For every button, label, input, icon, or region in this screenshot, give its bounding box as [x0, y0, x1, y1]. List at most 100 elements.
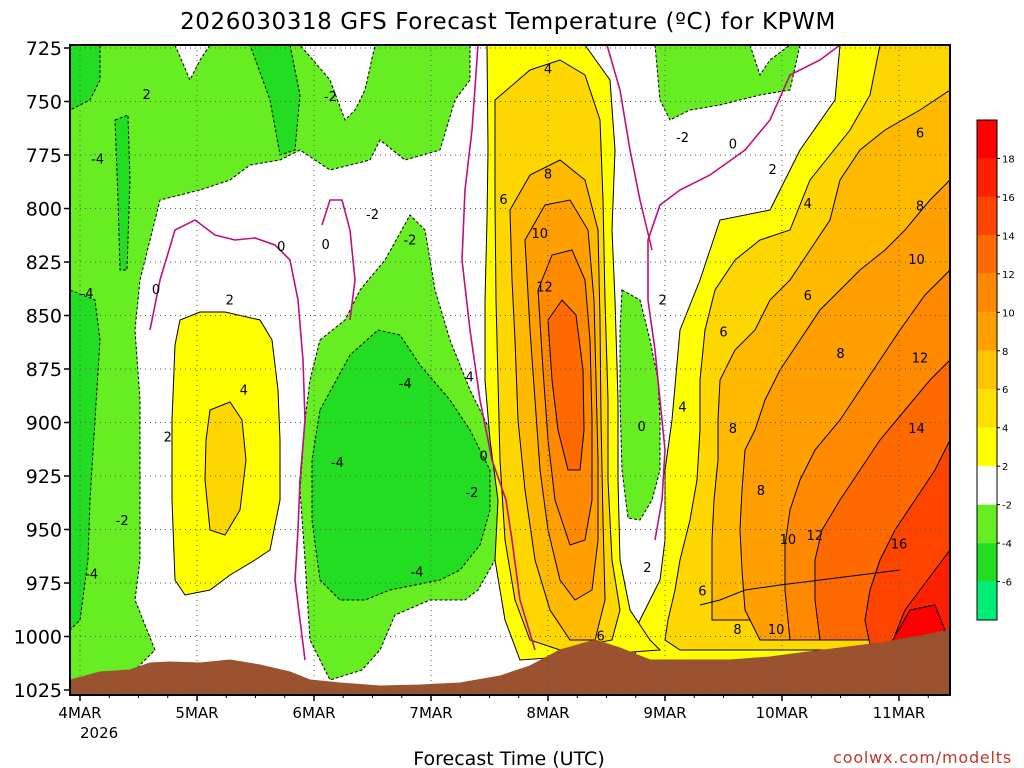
colorbar-label: 4: [1002, 424, 1008, 435]
x-tick-label: 9MAR: [643, 704, 686, 722]
contour-label: 4: [240, 383, 248, 398]
colorbar-swatch: [977, 581, 997, 620]
colorbar-label: -6: [1002, 578, 1012, 589]
contour-label: 2: [768, 163, 776, 178]
contour-label: -4: [91, 152, 104, 167]
contour-label: 6: [698, 585, 706, 600]
contour-label: -4: [85, 567, 98, 582]
colorbar-label: -2: [1002, 501, 1012, 512]
colorbar-label: -4: [1002, 539, 1012, 550]
y-tick-label: 775: [26, 145, 62, 167]
credit-text: coolwx.com/modelts: [833, 748, 1012, 767]
contour-label: 12: [912, 351, 929, 366]
contour-label: 6: [499, 193, 507, 208]
cold-strip: [114, 114, 131, 271]
y-axis: 725 750 775 800 825 850 875 900 925 950 975 1000 102…: [14, 38, 70, 702]
contour-label: 6: [719, 326, 727, 341]
cold-blob-ne: [654, 45, 801, 121]
colorbar-swatch: [977, 235, 997, 274]
contour-labels: 2 -2 -4 -2 0 0 -2 0 -4 2 -4 4 2 -4 -2 -2 -4 -4 4 8 6 10 12 4 0 -2…: [81, 62, 929, 645]
cold-band-west: [70, 45, 471, 681]
contour-label: 0: [322, 238, 330, 253]
colorbar-frame: [976, 119, 998, 621]
colorbar: -6 -4 -2 2 4 6 8 10 12 14 16 18: [976, 119, 1015, 621]
contour-label: 2: [226, 294, 234, 309]
colorbar-swatch: [977, 389, 997, 428]
x-tick-label: 10MAR: [756, 704, 809, 722]
grid: [70, 45, 950, 695]
colorbar-swatch: [977, 543, 997, 582]
contour-label: 6: [597, 630, 605, 645]
y-tick-label: 1025: [14, 680, 62, 702]
y-tick-label: 825: [26, 252, 62, 274]
y-tick-label: 950: [26, 520, 62, 542]
y-tick-label: 850: [26, 306, 62, 328]
contour-label: 8: [916, 199, 924, 214]
contour-label: 4: [678, 401, 686, 416]
contour-label: -4: [81, 287, 94, 302]
x-tick-label: 7MAR: [409, 704, 452, 722]
x-tick-year: 2026: [80, 724, 118, 742]
contour-label: 16: [891, 537, 908, 552]
contour-label: -2: [366, 208, 379, 223]
chart-title: 2026030318 GFS Forecast Temperature (ºC)…: [180, 9, 836, 35]
colorbar-swatch: [977, 312, 997, 351]
contour-label: 2: [164, 430, 172, 445]
contour-label: 12: [806, 529, 823, 544]
contour-label: 2: [643, 561, 651, 576]
contour-label: 8: [836, 347, 844, 362]
x-tick-label: 11MAR: [873, 704, 926, 722]
zero-contour-east: [647, 45, 841, 541]
colorbar-label: 6: [1002, 385, 1008, 396]
contour-label: 6: [916, 127, 924, 142]
contour-label: 14: [908, 422, 925, 437]
y-tick-label: 875: [26, 359, 62, 381]
colorbar-label: 12: [1002, 270, 1015, 281]
contour-label: 10: [908, 253, 925, 268]
contour-label: 2: [659, 294, 667, 309]
contour-east-4: [699, 569, 901, 606]
contour-label: 0: [637, 420, 645, 435]
colorbar-swatch: [977, 196, 997, 236]
contour-label: 4: [544, 62, 552, 77]
colorbar-label: 14: [1002, 231, 1015, 242]
contour-label: -4: [399, 377, 412, 392]
terrain: [70, 629, 950, 695]
contour-label: 10: [768, 623, 785, 638]
contour-label: -4: [410, 565, 423, 580]
colorbar-swatch: [977, 504, 997, 544]
zero-contour-west: [149, 219, 306, 661]
contour-label: 2: [143, 88, 151, 103]
contour-label: 8: [757, 484, 765, 499]
contour-label: -2: [403, 234, 416, 249]
x-tick-label: 4MAR: [58, 704, 101, 722]
contour-label: 4: [804, 197, 812, 212]
y-tick-label: 750: [26, 92, 62, 114]
colorbar-label: 2: [1002, 462, 1008, 473]
cold-core-west-top: [70, 45, 101, 111]
contour-label: 10: [532, 227, 549, 242]
colorbar-label: 10: [1002, 308, 1015, 319]
plot-field: [70, 45, 950, 695]
contour-label: 4: [465, 371, 473, 386]
colorbar-swatch: [977, 350, 997, 390]
x-tick-label: 6MAR: [292, 704, 335, 722]
contour-label: 6: [804, 289, 812, 304]
y-tick-label: 975: [26, 573, 62, 595]
warm-core-west: [204, 401, 247, 536]
contour-label: -2: [116, 514, 129, 529]
cold-blob-east: [619, 289, 661, 521]
contour-label: 0: [480, 450, 488, 465]
cold-strip-b: [249, 45, 301, 156]
contour-label: -2: [465, 486, 478, 501]
y-tick-label: 925: [26, 466, 62, 488]
cold-core-central: [311, 329, 491, 601]
colorbar-label: 18: [1002, 154, 1015, 165]
y-tick-label: 725: [26, 38, 62, 60]
colorbar-swatch: [977, 273, 997, 313]
colorbar-label: 16: [1002, 193, 1015, 204]
x-tick-label: 5MAR: [175, 704, 218, 722]
plot-frame: [69, 44, 951, 696]
zero-contour-center: [461, 45, 536, 651]
